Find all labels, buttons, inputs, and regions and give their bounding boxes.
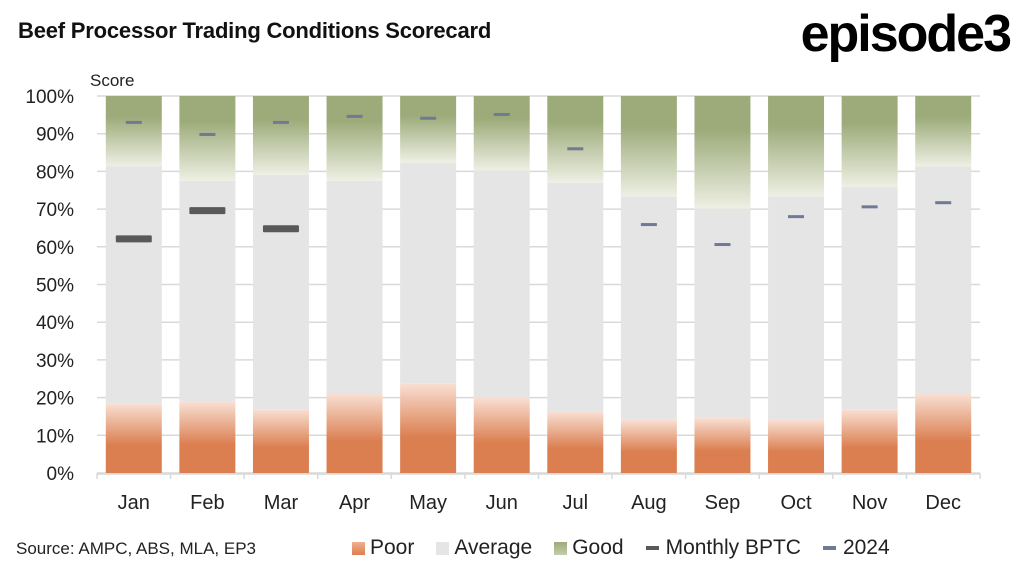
bar-average-oct: [768, 196, 825, 420]
monthly-swatch: [645, 546, 659, 550]
x-tick-label: Jul: [563, 492, 589, 514]
y-tick-label: 40%: [36, 313, 74, 334]
x-tick-label: Oct: [780, 492, 812, 514]
x-tick-label: Feb: [190, 492, 224, 514]
bar-good-jan: [105, 96, 162, 167]
marker-2024-jun: [493, 112, 510, 116]
x-tick-label: Jan: [118, 492, 150, 514]
legend: Poor Average Good Monthly BPTC 2024: [352, 536, 912, 560]
bar-good-feb: [179, 96, 236, 181]
bar-average-jun: [473, 170, 530, 398]
x-tick-label: May: [409, 492, 447, 514]
x-tick-label: Jun: [486, 492, 518, 514]
y-tick-label: 70%: [36, 200, 74, 221]
x-tick-label: Aug: [631, 492, 667, 514]
legend-monthly-bptc: Monthly BPTC: [645, 536, 801, 560]
good-swatch: [554, 541, 568, 555]
x-tick-label: Nov: [852, 492, 888, 514]
episode3-logo: episode3: [800, 5, 1012, 63]
bar-poor-jun: [473, 397, 530, 473]
marker-2024-nov: [861, 205, 878, 209]
marker-2024-feb: [199, 132, 216, 136]
marker-2024-jan: [125, 120, 142, 124]
source-note: Source: AMPC, ABS, MLA, EP3: [16, 539, 256, 558]
x-tick-label: Mar: [264, 492, 299, 514]
y-tick-label: 80%: [36, 162, 74, 183]
bar-poor-may: [400, 383, 457, 473]
bar-good-nov: [841, 96, 898, 187]
bar-average-nov: [841, 186, 898, 410]
legend-good: Good: [554, 536, 624, 560]
monthly-bptc-marker-mar: [262, 225, 299, 233]
bar-average-apr: [326, 180, 383, 394]
y-tick-label: 50%: [36, 276, 74, 297]
marker-2024-dec: [935, 201, 952, 205]
y-tick-label: 30%: [36, 351, 74, 372]
legend-poor: Poor: [352, 536, 414, 560]
marker-2024-may: [420, 116, 437, 120]
bar-good-oct: [768, 96, 825, 197]
marker-2024-mar: [272, 120, 289, 124]
legend-label: Average: [454, 536, 533, 559]
bar-good-dec: [915, 96, 972, 167]
bar-poor-jul: [547, 411, 604, 473]
legend-label: Good: [572, 536, 624, 559]
y-tick-label: 90%: [36, 125, 74, 146]
bar-poor-sep: [694, 417, 751, 473]
x-tick-label: Dec: [925, 492, 961, 514]
legend-label: Monthly BPTC: [665, 536, 801, 559]
chart-plot: Score 0% 10% 20% 30% 40% 50% 60% 70% 80% 90% 100% J…: [25, 71, 981, 514]
bar-poor-feb: [179, 401, 236, 473]
legend-label: 2024: [842, 536, 890, 559]
bar-good-may: [400, 96, 457, 163]
bar-average-sep: [694, 208, 751, 418]
bar-average-dec: [915, 166, 972, 394]
legend-label: Poor: [370, 536, 415, 559]
marker-2024-apr: [346, 114, 363, 118]
marker-2024-oct: [788, 215, 805, 219]
x-tick-label: Apr: [339, 492, 370, 514]
bar-poor-oct: [768, 419, 825, 473]
bar-poor-jan: [105, 403, 162, 473]
bar-average-mar: [252, 174, 309, 410]
bar-good-apr: [326, 96, 383, 181]
y-axis-label: Score: [90, 71, 134, 90]
y-tick-label: 0%: [47, 464, 75, 485]
bar-good-jul: [547, 96, 604, 183]
bar-average-aug: [620, 196, 677, 420]
y2024-swatch: [822, 546, 836, 550]
bar-average-feb: [179, 180, 236, 402]
bar-poor-dec: [915, 393, 972, 473]
y-tick-label: 20%: [36, 389, 74, 410]
legend-average: Average: [436, 536, 532, 560]
bar-poor-aug: [620, 419, 677, 473]
monthly-bptc-marker-feb: [189, 207, 226, 215]
y-tick-label: 60%: [36, 238, 74, 259]
chart-title: Beef Processor Trading Conditions Scorec…: [18, 18, 492, 43]
bar-average-jan: [105, 166, 162, 404]
bar-average-may: [400, 162, 457, 384]
bar-poor-nov: [841, 409, 898, 473]
poor-swatch: [352, 541, 365, 555]
y-tick-label: 10%: [36, 426, 74, 447]
monthly-bptc-marker-jan: [115, 235, 152, 243]
y-tick-label: 100%: [25, 87, 74, 108]
average-swatch: [436, 541, 450, 555]
bar-good-sep: [694, 96, 751, 209]
bar-average-jul: [547, 182, 604, 412]
bar-poor-mar: [252, 409, 309, 473]
bar-good-jun: [473, 96, 530, 171]
x-tick-label: Sep: [705, 492, 741, 514]
marker-2024-aug: [640, 223, 657, 227]
legend-2024: 2024: [822, 536, 890, 560]
bar-good-mar: [252, 96, 309, 175]
bar-good-aug: [620, 96, 677, 197]
marker-2024-jul: [567, 147, 584, 151]
bar-poor-apr: [326, 393, 383, 473]
marker-2024-sep: [714, 243, 731, 247]
